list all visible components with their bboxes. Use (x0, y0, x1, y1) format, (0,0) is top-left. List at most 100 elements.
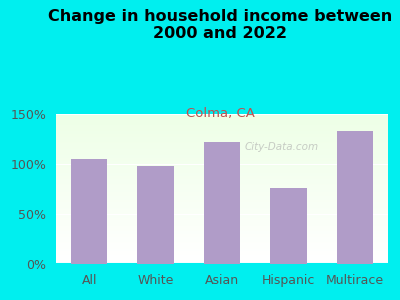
Bar (71, 159, 108, 264)
Bar (56, 121, 388, 122)
Bar (56, 215, 388, 216)
Bar (56, 128, 388, 129)
Bar (56, 235, 388, 236)
Bar (56, 226, 388, 227)
Bar (56, 184, 388, 185)
Bar (56, 261, 388, 262)
Bar (56, 123, 388, 124)
Bar (56, 177, 388, 178)
Bar (56, 234, 388, 235)
Bar (56, 258, 388, 259)
Bar (56, 203, 388, 204)
Bar (56, 130, 388, 131)
Bar (336, 131, 373, 264)
Bar (56, 155, 388, 156)
Bar (204, 142, 240, 264)
Bar (56, 186, 388, 187)
Bar (56, 201, 388, 202)
Bar (56, 149, 388, 150)
Bar (56, 190, 388, 191)
Bar (56, 176, 388, 177)
Bar (56, 163, 388, 164)
Bar (56, 117, 388, 118)
Bar (56, 138, 388, 139)
Bar (56, 119, 388, 120)
Bar (56, 208, 388, 209)
Bar (56, 126, 388, 127)
Bar (56, 260, 388, 261)
Bar (56, 199, 388, 200)
Bar (56, 207, 388, 208)
Bar (56, 175, 388, 176)
Bar (56, 247, 388, 248)
Bar (56, 202, 388, 203)
Bar (56, 189, 388, 190)
Bar (56, 205, 388, 206)
Bar (56, 196, 388, 197)
Bar (56, 181, 388, 182)
Bar (56, 245, 388, 246)
Bar (56, 202, 388, 203)
Bar (56, 180, 388, 181)
Bar (56, 231, 388, 232)
Bar (56, 240, 388, 241)
Bar (56, 230, 388, 231)
Bar (56, 237, 388, 238)
Bar (56, 145, 388, 146)
Bar (56, 239, 388, 240)
Bar (56, 187, 388, 188)
Bar (56, 248, 388, 249)
Bar (56, 206, 388, 207)
Bar (56, 254, 388, 255)
Bar (56, 160, 388, 161)
Bar (56, 263, 388, 264)
Bar (56, 257, 388, 258)
Bar (56, 243, 388, 244)
Bar (270, 188, 307, 264)
Bar (56, 213, 388, 214)
Bar (56, 158, 388, 159)
Bar (56, 150, 388, 151)
Bar (56, 200, 388, 201)
Text: City-Data.com: City-Data.com (245, 142, 319, 152)
Bar (56, 129, 388, 130)
Bar (56, 227, 388, 228)
Bar (56, 204, 388, 205)
Bar (56, 238, 388, 239)
Bar (56, 253, 388, 254)
Bar (56, 195, 388, 196)
Bar (56, 153, 388, 154)
Bar (56, 139, 388, 140)
Bar (56, 224, 388, 225)
Bar (56, 142, 388, 143)
Bar (56, 170, 388, 171)
Bar (56, 185, 388, 186)
Bar (56, 162, 388, 163)
Bar (56, 118, 388, 119)
Bar (56, 172, 388, 173)
Bar (56, 169, 388, 170)
Bar (56, 221, 388, 222)
Bar (56, 115, 388, 116)
Bar (56, 246, 388, 247)
Bar (56, 229, 388, 230)
Bar (56, 188, 388, 189)
Text: Change in household income between
2000 and 2022: Change in household income between 2000 … (48, 9, 392, 41)
Bar (56, 114, 388, 115)
Bar (56, 135, 388, 136)
Bar (56, 160, 388, 161)
Bar (56, 151, 388, 152)
Bar (56, 233, 388, 234)
Bar (56, 171, 388, 172)
Bar (56, 164, 388, 165)
Bar (56, 147, 388, 148)
Bar (56, 193, 388, 194)
Bar (56, 194, 388, 195)
Bar (56, 182, 388, 183)
Bar (56, 133, 388, 134)
Bar (56, 169, 388, 170)
Bar (56, 256, 388, 257)
Bar (56, 146, 388, 147)
Bar (56, 141, 388, 142)
Bar (56, 120, 388, 121)
